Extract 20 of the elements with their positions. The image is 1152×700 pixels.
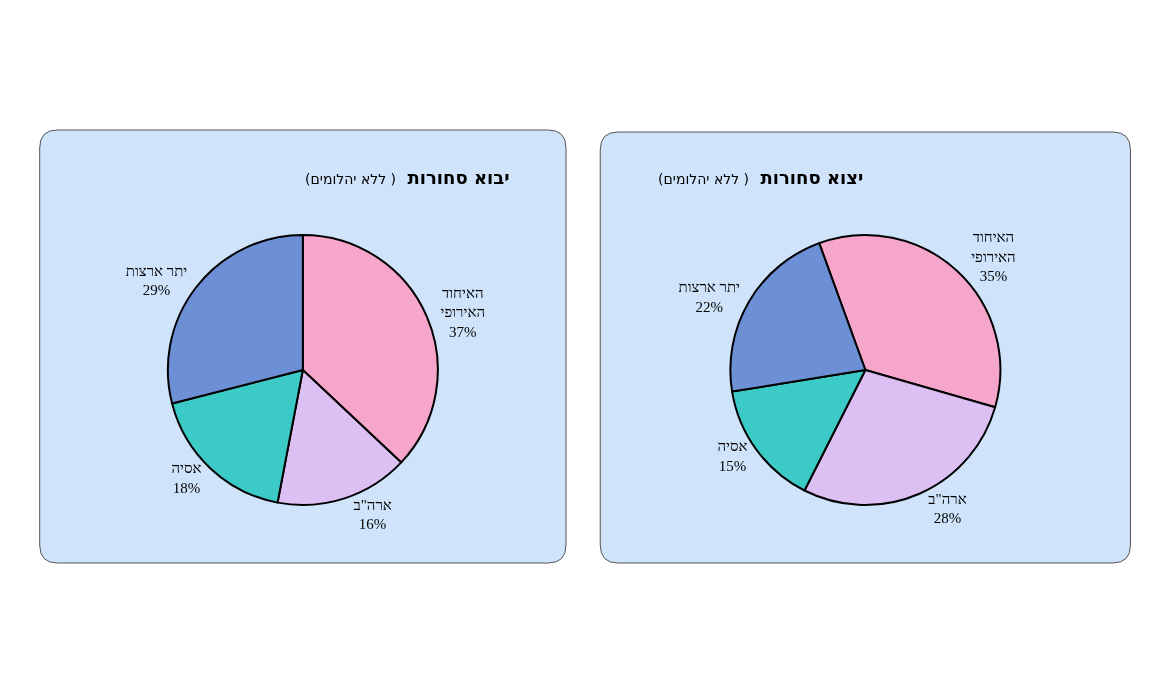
slice-label: יתר ארצות xyxy=(125,262,188,279)
chart-title: יבוא סחורות xyxy=(407,167,510,188)
data-label: 35% xyxy=(979,268,1008,285)
slice-label: האיחוד האירופי xyxy=(971,229,1016,265)
data-label: 18% xyxy=(172,479,201,496)
slice-label: ארה"ב xyxy=(928,490,967,507)
slice-label: יתר ארצות xyxy=(678,279,741,296)
slice-label: אסיה xyxy=(171,460,202,477)
data-label: 16% xyxy=(358,516,387,533)
slice-label: אסיה xyxy=(717,438,748,455)
slice-label: האיחוד האירופי xyxy=(440,284,486,321)
data-label: 29% xyxy=(142,282,171,299)
chart-subtitle: ( ללא יהלומים) xyxy=(305,171,397,187)
slice-label: ארה"ב xyxy=(353,496,392,513)
data-label: 28% xyxy=(933,510,962,527)
data-label: 37% xyxy=(449,323,477,340)
chart-subtitle: ( ללא יהלומים) xyxy=(658,171,750,187)
data-label: 22% xyxy=(695,298,724,315)
chart-title: יצוא סחורות xyxy=(760,167,864,188)
data-label: 15% xyxy=(718,457,747,474)
